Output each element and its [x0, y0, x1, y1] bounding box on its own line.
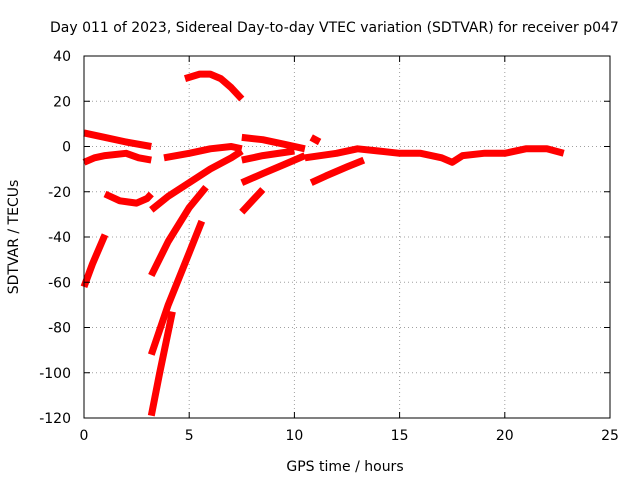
grid-lines: [84, 56, 610, 418]
series-arc-6: [148, 184, 209, 278]
series-arc-4: [103, 190, 154, 207]
y-tick-label: 0: [62, 140, 71, 156]
series-arc-15: [309, 134, 322, 146]
x-tick-label: 10: [285, 428, 303, 444]
chart-title: Day 011 of 2023, Sidereal Day-to-day VTE…: [50, 20, 619, 36]
series-arc-1: [83, 129, 152, 150]
series-arc-12: [241, 147, 295, 164]
y-tick-label: -60: [48, 275, 71, 291]
x-tick-label: 0: [80, 428, 89, 444]
y-axis-label: SDTVAR / TECUs: [6, 180, 22, 295]
y-tick-label: 20: [53, 94, 71, 110]
y-tick-label: 40: [53, 49, 71, 65]
series-arc-3: [80, 233, 109, 289]
x-tick-label: 20: [496, 428, 514, 444]
x-tick-label: 15: [391, 428, 409, 444]
y-tick-label: -80: [48, 321, 71, 337]
series-arc-2: [82, 149, 152, 166]
x-axis-ticks: 0 5 10 15 20 25: [80, 56, 619, 444]
y-tick-label: -20: [48, 185, 71, 201]
x-axis-label: GPS time / hours: [286, 459, 403, 475]
x-tick-label: 25: [601, 428, 619, 444]
x-tick-label: 5: [185, 428, 194, 444]
series-arc-9: [163, 143, 243, 162]
series-arc-7: [147, 219, 206, 356]
series-arc-8: [147, 310, 176, 417]
y-tick-label: -40: [48, 230, 71, 246]
series-arc-17: [304, 145, 565, 166]
y-tick-label: -100: [39, 366, 71, 382]
series-arc-14: [239, 187, 266, 215]
y-axis-ticks: -120 -100 -80 -60 -40 -20 0 20 40: [39, 49, 610, 427]
data-series: [80, 70, 565, 417]
series-arc-5: [149, 148, 244, 213]
series-arc-10: [183, 70, 245, 102]
series-arc-13: [240, 152, 307, 186]
series-arc-11: [241, 133, 306, 153]
series-arc-16: [309, 156, 366, 186]
y-tick-label: -120: [39, 411, 71, 427]
